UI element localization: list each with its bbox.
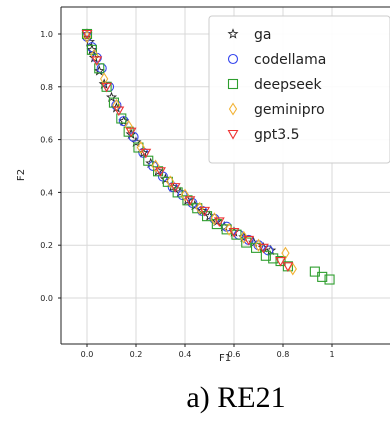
data-point (254, 238, 263, 252)
data-point (116, 113, 127, 124)
x-tick-label: 0.8 (277, 350, 290, 359)
y-tick-label: 1.0 (40, 30, 53, 39)
data-point (91, 56, 103, 67)
legend-label: geminipro (254, 102, 325, 118)
legend-marker-ga (227, 28, 239, 39)
data-point (195, 201, 204, 215)
data-point (224, 222, 234, 236)
data-point (180, 188, 190, 202)
x-axis-label: F1 (219, 353, 231, 364)
data-point (275, 256, 286, 267)
data-point (105, 91, 118, 103)
data-point (166, 175, 175, 189)
y-axis-label: F2 (16, 169, 27, 181)
data-point (324, 274, 335, 285)
x-tick-label: 0.0 (81, 350, 94, 359)
y-tick-label: 0.6 (40, 136, 53, 145)
data-point (169, 183, 181, 193)
data-point (94, 63, 105, 74)
x-tick-label: 0.4 (179, 350, 192, 359)
data-point (136, 140, 146, 155)
data-point (113, 106, 125, 117)
data-point (309, 266, 320, 277)
data-point (162, 176, 173, 187)
data-point (317, 271, 328, 282)
data-point (228, 227, 240, 238)
data-point (140, 148, 152, 159)
data-point (192, 203, 203, 214)
axis-ticks: 0.0 0.2 0.4 0.6 0.8 1 0.0 0.2 0.4 0.6 0.8 1.0 (40, 30, 334, 359)
data-point (155, 167, 166, 177)
y-tick-label: 0.0 (40, 294, 53, 303)
legend-label: ga (254, 27, 271, 43)
data-point (239, 230, 248, 244)
legend-marker-geminipro (228, 102, 238, 116)
data-point (260, 250, 271, 261)
data-point (199, 206, 211, 217)
legend-label: gpt3.5 (254, 127, 300, 143)
x-tick-label: 0.2 (130, 350, 143, 359)
legend-label: deepseek (254, 77, 323, 93)
y-tick-label: 0.2 (40, 241, 53, 250)
data-point (81, 29, 93, 40)
data-point (243, 235, 255, 246)
legend-marker-gpt3-5 (227, 129, 239, 140)
data-point (99, 72, 109, 86)
legend-marker-deepseek (227, 78, 239, 90)
y-tick-label: 0.4 (40, 188, 53, 197)
data-point (210, 212, 219, 226)
legend-label: codellama (254, 52, 326, 68)
legend-marker-codellama (227, 53, 239, 65)
data-point (133, 142, 144, 153)
data-point (281, 246, 290, 260)
data-point (125, 127, 137, 138)
data-point (184, 196, 196, 206)
series-gpt3-5 (81, 29, 294, 272)
legend: ga codellama deepseek geminipro gpt3.5 (208, 15, 390, 164)
x-tick-label: 0.6 (228, 350, 241, 359)
data-point (130, 136, 142, 147)
data-point (231, 229, 242, 240)
data-points (81, 28, 335, 285)
y-tick-label: 0.8 (40, 83, 53, 92)
x-tick-label: 1 (329, 350, 334, 359)
data-point (268, 253, 279, 264)
data-point (151, 159, 160, 173)
data-point (213, 217, 225, 228)
data-point (221, 224, 232, 235)
data-point (282, 262, 294, 272)
chart-caption: a) RE21 (186, 381, 285, 414)
data-point (257, 243, 269, 254)
legend-box (208, 15, 390, 164)
data-point (101, 82, 113, 93)
data-point (143, 155, 154, 166)
